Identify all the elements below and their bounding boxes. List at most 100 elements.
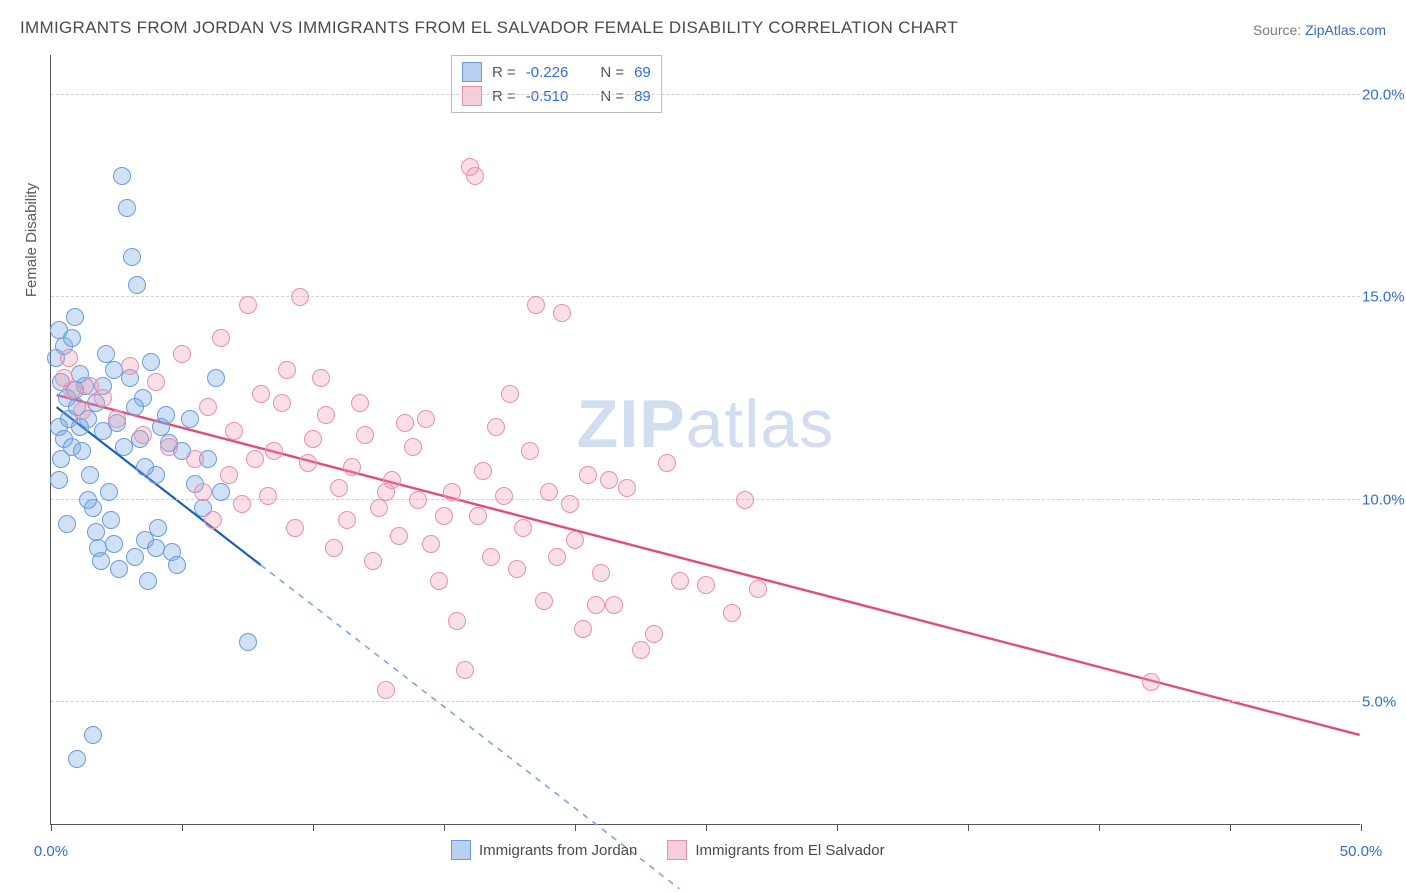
legend-r-label: R = — [492, 88, 516, 105]
data-point — [1142, 673, 1160, 691]
data-point — [110, 560, 128, 578]
data-point — [273, 394, 291, 412]
data-point — [136, 458, 154, 476]
data-point — [466, 167, 484, 185]
data-point — [108, 410, 126, 428]
data-point — [60, 349, 78, 367]
data-point — [157, 406, 175, 424]
data-point — [94, 389, 112, 407]
data-point — [126, 398, 144, 416]
data-point — [435, 507, 453, 525]
data-point — [364, 552, 382, 570]
data-point — [118, 199, 136, 217]
legend-n-value: 89 — [634, 88, 651, 105]
y-tick-label: 5.0% — [1362, 694, 1406, 711]
data-point — [377, 483, 395, 501]
data-point — [448, 612, 466, 630]
data-point — [291, 288, 309, 306]
data-point — [697, 576, 715, 594]
data-point — [658, 454, 676, 472]
data-point — [286, 519, 304, 537]
x-tick — [706, 824, 707, 831]
data-point — [377, 681, 395, 699]
data-point — [207, 369, 225, 387]
legend-series-label: Immigrants from El Salvador — [695, 842, 884, 859]
legend-swatch — [451, 840, 471, 860]
data-point — [50, 471, 68, 489]
data-point — [149, 519, 167, 537]
data-point — [246, 450, 264, 468]
data-point — [121, 357, 139, 375]
legend-correlation: R = -0.226 N = 69 R = -0.510 N = 89 — [451, 55, 662, 113]
data-point — [508, 560, 526, 578]
gridline — [51, 701, 1360, 702]
trend-line — [57, 395, 1360, 735]
data-point — [105, 535, 123, 553]
y-tick-label: 10.0% — [1362, 491, 1406, 508]
data-point — [456, 661, 474, 679]
data-point — [487, 418, 505, 436]
trend-lines-layer — [51, 55, 1360, 824]
data-point — [749, 580, 767, 598]
data-point — [553, 304, 571, 322]
data-point — [71, 418, 89, 436]
data-point — [501, 385, 519, 403]
x-tick — [444, 824, 445, 831]
x-tick — [575, 824, 576, 831]
data-point — [52, 450, 70, 468]
data-point — [495, 487, 513, 505]
data-point — [173, 345, 191, 363]
gridline — [51, 94, 1360, 95]
data-point — [304, 430, 322, 448]
legend-series-item: Immigrants from Jordan — [451, 840, 637, 860]
data-point — [574, 620, 592, 638]
data-point — [73, 402, 91, 420]
data-point — [561, 495, 579, 513]
data-point — [422, 535, 440, 553]
data-point — [618, 479, 636, 497]
data-point — [482, 548, 500, 566]
data-point — [645, 625, 663, 643]
data-point — [160, 438, 178, 456]
legend-r-value: -0.226 — [526, 64, 569, 81]
data-point — [443, 483, 461, 501]
data-point — [225, 422, 243, 440]
source-link[interactable]: ZipAtlas.com — [1305, 22, 1386, 38]
data-point — [474, 462, 492, 480]
data-point — [330, 479, 348, 497]
x-tick — [968, 824, 969, 831]
data-point — [168, 556, 186, 574]
data-point — [605, 596, 623, 614]
data-point — [194, 483, 212, 501]
legend-correlation-row: R = -0.226 N = 69 — [462, 60, 651, 84]
data-point — [632, 641, 650, 659]
data-point — [239, 633, 257, 651]
data-point — [100, 483, 118, 501]
legend-swatch — [462, 62, 482, 82]
x-tick — [837, 824, 838, 831]
legend-n-label: N = — [600, 88, 624, 105]
data-point — [579, 466, 597, 484]
legend-series-label: Immigrants from Jordan — [479, 842, 637, 859]
chart-plot-area: Female Disability ZIPatlas R = -0.226 N … — [50, 55, 1360, 825]
data-point — [87, 523, 105, 541]
x-tick — [1099, 824, 1100, 831]
data-point — [134, 426, 152, 444]
source-attribution: Source: ZipAtlas.com — [1253, 22, 1386, 38]
legend-correlation-row: R = -0.510 N = 89 — [462, 84, 651, 108]
data-point — [514, 519, 532, 537]
data-point — [115, 438, 133, 456]
x-tick-label: 50.0% — [1340, 843, 1383, 860]
data-point — [68, 750, 86, 768]
data-point — [79, 491, 97, 509]
data-point — [736, 491, 754, 509]
data-point — [63, 329, 81, 347]
data-point — [312, 369, 330, 387]
y-axis-label: Female Disability — [23, 140, 40, 340]
data-point — [527, 296, 545, 314]
legend-r-label: R = — [492, 64, 516, 81]
x-tick-label: 0.0% — [34, 843, 68, 860]
data-point — [212, 483, 230, 501]
legend-r-value: -0.510 — [526, 88, 569, 105]
data-point — [147, 373, 165, 391]
